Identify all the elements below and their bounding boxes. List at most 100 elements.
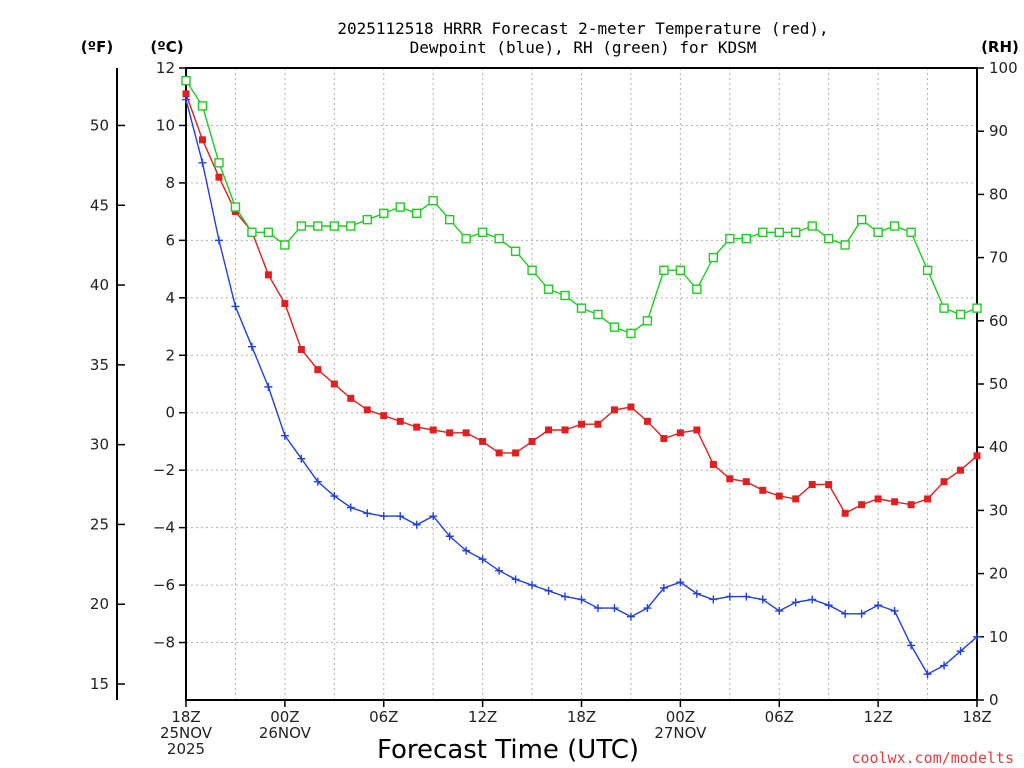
data-point xyxy=(495,566,504,575)
data-point xyxy=(182,90,190,98)
data-point xyxy=(511,575,520,584)
data-point xyxy=(396,417,404,425)
data-point xyxy=(676,578,685,587)
fahrenheit-tick-label: 15 xyxy=(90,675,109,693)
data-point xyxy=(297,454,306,463)
rh-tick-label: 90 xyxy=(989,122,1008,140)
data-point xyxy=(313,221,323,231)
series-rh xyxy=(181,75,982,339)
data-point xyxy=(626,612,635,621)
data-point xyxy=(561,592,570,601)
data-point xyxy=(610,406,618,414)
data-point xyxy=(840,240,850,250)
data-point xyxy=(396,512,405,521)
celsius-tick-label: 6 xyxy=(165,231,175,249)
data-point xyxy=(198,136,206,144)
data-point xyxy=(922,265,933,275)
data-point xyxy=(379,512,388,521)
fahrenheit-unit-label: (ºF) xyxy=(81,38,113,56)
data-point xyxy=(329,221,340,231)
rh-tick-label: 30 xyxy=(989,501,1008,519)
data-point xyxy=(428,196,438,206)
data-point xyxy=(314,366,322,374)
celsius-tick-label: 0 xyxy=(165,404,175,422)
rh-tick-label: 100 xyxy=(989,59,1018,77)
fahrenheit-tick-label: 30 xyxy=(90,436,109,454)
data-point xyxy=(659,583,668,592)
data-point xyxy=(726,475,734,483)
data-point xyxy=(527,265,537,275)
data-point xyxy=(709,460,717,468)
data-point xyxy=(841,509,849,517)
data-point xyxy=(742,592,751,601)
data-point xyxy=(709,595,718,604)
x-axis-title: Forecast Time (UTC) xyxy=(377,735,639,765)
data-point xyxy=(891,498,899,506)
data-point xyxy=(247,342,256,351)
x-tick-label: 2025 xyxy=(167,740,205,758)
data-point xyxy=(643,604,652,613)
x-tick-label: 27NOV xyxy=(654,724,707,742)
fahrenheit-tick-label: 40 xyxy=(90,276,109,294)
rh-unit-label: (RH) xyxy=(981,38,1019,56)
data-point xyxy=(642,316,653,326)
data-point xyxy=(346,221,356,231)
data-point xyxy=(462,429,470,437)
data-point xyxy=(693,426,701,434)
data-point xyxy=(429,512,438,521)
data-point xyxy=(444,214,455,225)
data-point xyxy=(924,495,932,503)
data-point xyxy=(874,495,882,503)
data-point xyxy=(593,309,603,320)
data-point xyxy=(939,303,949,313)
data-point xyxy=(923,670,932,679)
data-point xyxy=(281,300,289,308)
data-point xyxy=(610,604,619,613)
data-point xyxy=(461,233,471,244)
data-point xyxy=(775,606,784,615)
data-point xyxy=(759,486,767,494)
data-point xyxy=(346,503,355,512)
series-dewpoint xyxy=(182,95,981,679)
data-point xyxy=(478,555,487,564)
celsius-tick-label: −6 xyxy=(153,576,175,594)
fahrenheit-tick-label: 35 xyxy=(90,356,109,374)
data-point xyxy=(510,246,521,256)
data-point xyxy=(379,208,389,219)
data-point xyxy=(808,595,817,604)
x-tick-label: 25NOV xyxy=(160,724,213,742)
data-point xyxy=(231,302,240,311)
data-point xyxy=(512,449,520,457)
celsius-tick-label: −8 xyxy=(153,634,175,652)
data-point xyxy=(413,423,421,431)
data-point xyxy=(889,221,900,231)
data-point xyxy=(264,382,273,391)
data-point xyxy=(380,412,388,420)
x-tick-label: 18Z xyxy=(171,708,200,726)
data-point xyxy=(956,647,965,656)
fahrenheit-tick-label: 20 xyxy=(90,595,109,613)
celsius-tick-label: 12 xyxy=(156,59,175,77)
data-point xyxy=(577,595,586,604)
data-point xyxy=(957,466,965,474)
credit-text: coolwx.com/modelts xyxy=(851,749,1014,767)
data-point xyxy=(263,227,274,238)
data-point xyxy=(758,595,767,604)
data-point xyxy=(774,227,784,238)
data-point xyxy=(544,586,553,595)
grid-lines xyxy=(186,68,977,700)
data-point xyxy=(791,227,801,238)
data-point xyxy=(347,394,355,402)
data-point xyxy=(675,265,686,275)
rh-tick-label: 70 xyxy=(989,249,1008,267)
data-point xyxy=(856,214,867,225)
x-tick-label: 18Z xyxy=(962,708,991,726)
data-point xyxy=(412,520,421,529)
data-point xyxy=(182,95,190,104)
data-point xyxy=(198,158,207,167)
celsius-tick-label: 2 xyxy=(165,346,175,364)
data-point xyxy=(495,449,503,457)
data-point xyxy=(313,477,322,486)
rh-tick-label: 0 xyxy=(989,691,999,709)
